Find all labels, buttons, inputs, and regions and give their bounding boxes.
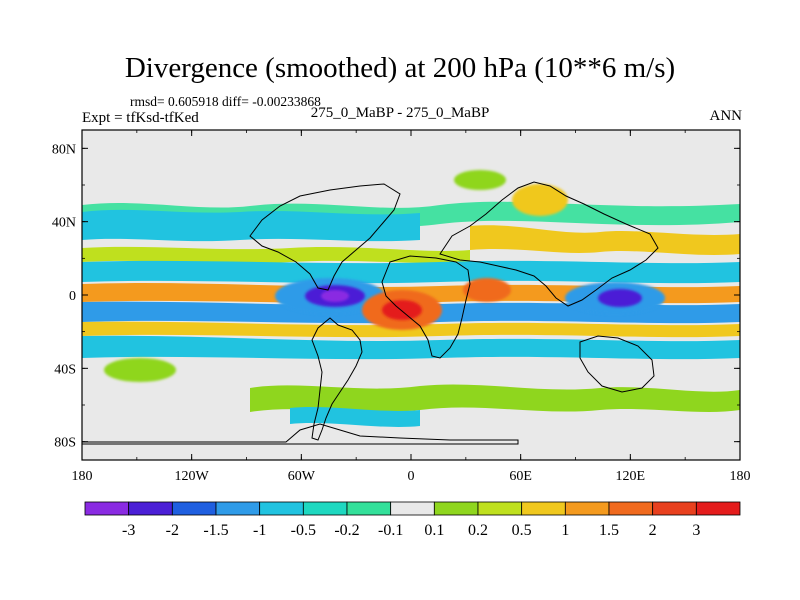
coastline-north-america (249, 183, 401, 291)
y-tick-label: 80S (54, 436, 76, 451)
contour-field (82, 170, 740, 427)
x-tick-label: 60E (509, 469, 532, 484)
field-max-arabia (463, 278, 511, 302)
colorbar-label: -3 (122, 522, 135, 539)
experiment-label: Expt = tfKsd-tfKed (82, 110, 199, 126)
colorbar-label: 0.1 (424, 522, 444, 539)
colorbar-swatch (521, 501, 566, 516)
field-min-atlantic-core (321, 290, 349, 302)
colorbar-labels: -3 -2 -1.5 -1 -0.5 -0.2 -0.1 0.1 0.2 0.5 1 1.5 2 3 (122, 522, 700, 539)
colorbar-swatch (171, 501, 217, 516)
field-band-nh-cyan (82, 209, 420, 242)
x-tick-label: 60W (288, 469, 316, 484)
colorbar-label: -0.5 (291, 522, 316, 539)
colorbar-label: -0.1 (378, 522, 403, 539)
season-label: ANN (709, 108, 743, 124)
x-tick-label: 180 (730, 469, 751, 484)
x-axis-ticks: 180 120W 60W 0 60E 120E 180 (72, 130, 751, 484)
coastline-antarctica (82, 423, 519, 445)
colorbar-swatch (390, 501, 435, 516)
colorbar-label: 3 (692, 522, 700, 539)
colorbar-label: 2 (649, 522, 657, 539)
colorbar-swatch (608, 501, 654, 516)
coastline-australia (579, 335, 655, 393)
field-band-sh-cyan (82, 335, 740, 360)
plot-title: Divergence (smoothed) at 200 hPa (10**6 … (124, 52, 676, 84)
field-band-sh-green (250, 384, 740, 412)
colorbar-swatch (84, 501, 130, 516)
colorbar-label: 1 (561, 522, 569, 539)
field-min-indian-inner (598, 289, 642, 307)
x-tick-label: 120E (616, 469, 646, 484)
x-tick-label: 180 (72, 469, 93, 484)
colorbar-swatch (477, 501, 523, 516)
y-tick-label: 40N (52, 216, 76, 231)
colorbar (84, 501, 741, 516)
x-tick-label: 0 (408, 469, 415, 484)
y-tick-label: 80N (52, 142, 76, 157)
colorbar-swatch (259, 501, 304, 516)
colorbar-label: -2 (166, 522, 179, 539)
y-tick-label: 0 (69, 289, 76, 304)
y-axis-ticks: 80N 40N 0 40S 80S (52, 142, 740, 451)
colorbar-label: 0.2 (468, 522, 488, 539)
coastline-eurasia (439, 181, 659, 307)
colorbar-swatch (695, 501, 741, 516)
coastlines (82, 181, 659, 445)
field-band-tropics-cyan-n (82, 260, 740, 284)
coastline-africa (381, 255, 471, 359)
field-band-nh-yellow (82, 246, 470, 264)
field-sh-blob-west (104, 358, 176, 382)
field-band-sh-cyan-2 (290, 407, 420, 427)
coastline-south-america (311, 317, 363, 441)
field-max-africa-inner (382, 300, 422, 320)
y-tick-label: 40S (54, 362, 76, 377)
colorbar-swatch (564, 501, 610, 516)
colorbar-label: -1 (253, 522, 266, 539)
colorbar-swatch (346, 501, 392, 516)
field-nh-blob-north (454, 170, 506, 190)
colorbar-label: -0.2 (334, 522, 359, 539)
colorbar-swatch (215, 501, 261, 516)
colorbar-swatch (433, 501, 479, 516)
colorbar-swatch (652, 501, 697, 516)
colorbar-label: -1.5 (203, 522, 228, 539)
field-band-nh-orange (470, 225, 740, 255)
colorbar-label: 1.5 (599, 522, 619, 539)
colorbar-swatch (128, 501, 173, 516)
colorbar-swatch (302, 501, 348, 516)
x-tick-label: 120W (175, 469, 210, 484)
stats-line: rmsd= 0.605918 diff= -0.00233868 (130, 94, 321, 109)
case-label: 275_0_MaBP - 275_0_MaBP (310, 105, 490, 121)
colorbar-label: 0.5 (512, 522, 532, 539)
field-nh-blob-east (512, 184, 568, 216)
